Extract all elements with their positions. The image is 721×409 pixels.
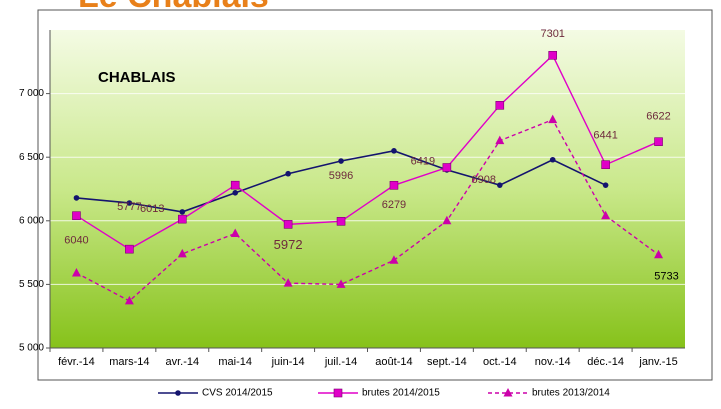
data-point [71, 267, 81, 277]
data-label: 7301 [540, 28, 564, 40]
data-point [285, 170, 291, 177]
x-tick-label: sept.-14 [427, 356, 467, 368]
data-point [230, 228, 240, 238]
data-point [336, 279, 346, 288]
data-point [389, 181, 399, 190]
plot-area [50, 30, 685, 348]
data-point [232, 190, 239, 196]
data-label: 6419 [411, 155, 435, 167]
data-label: 6908 [472, 174, 496, 186]
data-point [179, 209, 186, 215]
data-label: 5996 [329, 170, 353, 182]
data-point [283, 278, 293, 287]
data-point [442, 163, 452, 172]
data-point [548, 114, 558, 124]
data-point [124, 295, 134, 305]
series-line [76, 54, 659, 250]
data-point [230, 180, 240, 190]
legend-label: CVS 2014/2015 [202, 388, 273, 399]
data-label: 5733 [654, 271, 678, 283]
data-point [177, 214, 187, 224]
data-label: 6622 [646, 111, 670, 123]
data-point [496, 182, 503, 188]
y-tick-label: 5 500 [19, 279, 44, 290]
data-point [389, 255, 399, 264]
x-tick-label: févr.-14 [58, 356, 95, 368]
legend-label: brutes 2013/2014 [532, 388, 610, 399]
data-point [72, 211, 81, 221]
x-tick-label: déc.-14 [587, 356, 624, 368]
data-point [338, 158, 344, 164]
annotation: CHABLAIS [98, 69, 176, 86]
data-point [654, 249, 664, 259]
y-tick-label: 6 000 [19, 215, 44, 226]
chart-title: Le Chablais [78, 0, 269, 15]
data-point [601, 210, 611, 220]
x-tick-label: août-14 [375, 356, 412, 368]
data-point [602, 182, 609, 188]
x-tick-label: nov.-14 [535, 356, 571, 368]
x-tick-label: janv.-15 [638, 356, 677, 368]
data-label: 6013 [140, 203, 164, 215]
legend-marker [503, 388, 513, 397]
legend-label: brutes 2014/2015 [362, 388, 440, 399]
data-point [177, 248, 187, 258]
x-tick-label: juin-14 [271, 356, 305, 368]
data-point [549, 156, 556, 163]
data-label: 5972 [274, 237, 303, 252]
data-point [73, 195, 80, 201]
data-point [654, 137, 663, 146]
data-label: 6279 [382, 199, 406, 211]
x-tick-label: mars-14 [109, 356, 149, 368]
data-point [391, 148, 397, 154]
data-point [283, 220, 293, 229]
data-point [495, 101, 505, 110]
x-tick-label: juil.-14 [324, 356, 357, 368]
x-tick-label: mai-14 [218, 356, 252, 368]
x-tick-label: avr.-14 [165, 356, 199, 368]
legend-marker [175, 390, 181, 396]
data-point [495, 135, 505, 145]
data-point [336, 217, 346, 226]
legend-marker [333, 388, 343, 398]
y-tick-label: 7 000 [19, 88, 44, 99]
data-point [601, 160, 610, 170]
data-label: 6040 [64, 235, 88, 247]
data-label: 5777 [117, 201, 141, 213]
data-point [442, 215, 452, 225]
data-point [126, 200, 133, 206]
y-tick-label: 5 000 [19, 343, 44, 354]
y-tick-label: 6 500 [19, 152, 44, 163]
x-tick-label: oct.-14 [483, 356, 517, 368]
data-point [548, 51, 558, 60]
data-point [125, 244, 134, 254]
data-label: 6441 [593, 130, 617, 142]
